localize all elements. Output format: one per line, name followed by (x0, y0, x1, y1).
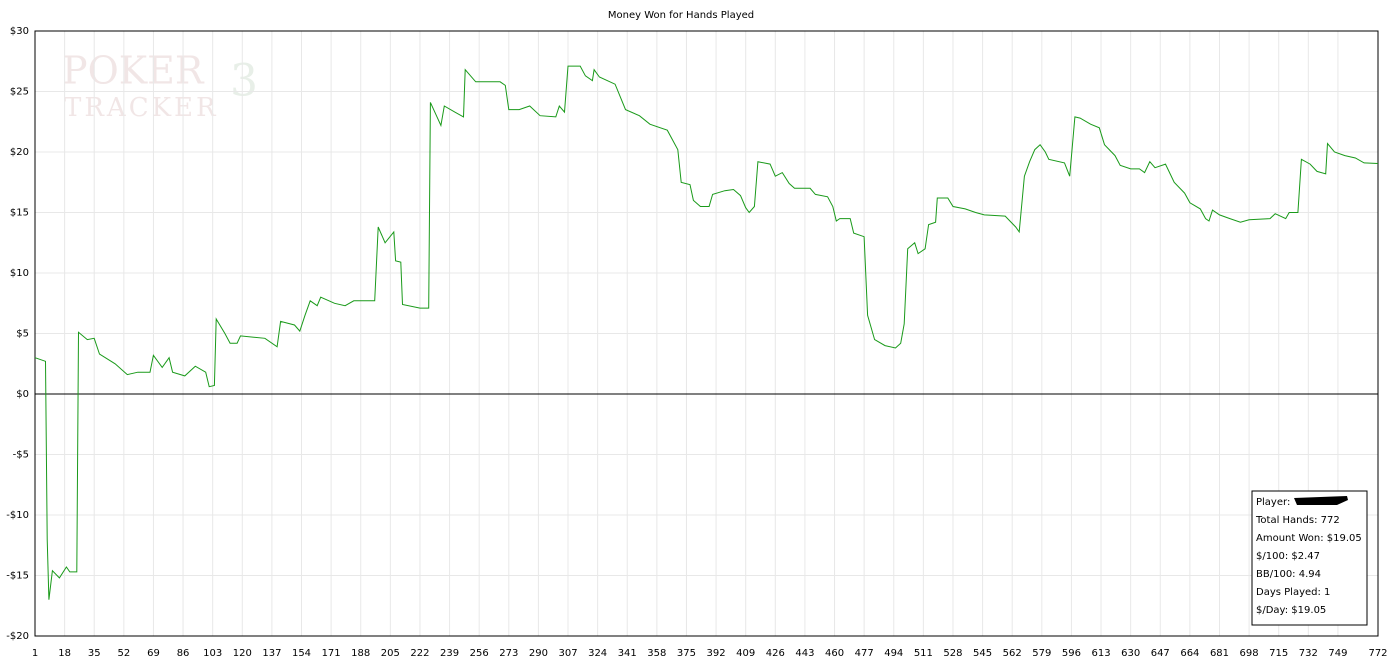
x-tick-label: 681 (1210, 648, 1229, 659)
x-tick-label: 358 (647, 648, 666, 659)
x-tick-label: 273 (499, 648, 518, 659)
x-tick-label: 222 (410, 648, 429, 659)
x-tick-label: 103 (203, 648, 222, 659)
x-tick-label: 545 (973, 648, 992, 659)
x-tick-label: 171 (322, 648, 341, 659)
y-tick-label: -$20 (6, 631, 29, 642)
x-tick-label: 443 (795, 648, 814, 659)
x-tick-label: 772 (1368, 648, 1387, 659)
x-tick-label: 137 (262, 648, 281, 659)
x-tick-label: 528 (943, 648, 962, 659)
x-tick-label: 426 (766, 648, 785, 659)
x-tick-label: 494 (884, 648, 903, 659)
x-tick-label: 35 (88, 648, 101, 659)
watermark-text: 3 (230, 56, 258, 107)
y-tick-label: -$5 (13, 450, 29, 461)
x-tick-label: 86 (177, 648, 190, 659)
y-tick-label: -$10 (6, 510, 29, 521)
stats-line: Days Played: 1 (1256, 587, 1330, 598)
x-tick-label: 188 (351, 648, 370, 659)
watermark-text: POKER (62, 49, 205, 93)
x-tick-label: 1 (32, 648, 38, 659)
data-line (34, 65, 1379, 600)
y-tick-label: $15 (10, 208, 29, 219)
x-tick-label: 409 (736, 648, 755, 659)
stats-line: $/100: $2.47 (1256, 551, 1320, 562)
x-tick-label: 732 (1299, 648, 1318, 659)
x-tick-label: 460 (825, 648, 844, 659)
stats-line: $/Day: $19.05 (1256, 605, 1326, 616)
x-tick-label: 375 (677, 648, 696, 659)
x-tick-label: 69 (147, 648, 160, 659)
watermark-text: TRACKER (64, 93, 219, 123)
stats-label: Player: (1256, 497, 1290, 508)
x-tick-label: 630 (1121, 648, 1140, 659)
x-tick-label: 307 (558, 648, 577, 659)
x-tick-label: 715 (1269, 648, 1288, 659)
x-tick-label: 52 (117, 648, 130, 659)
y-tick-label: $25 (10, 87, 29, 98)
x-tick-label: 341 (618, 648, 637, 659)
x-tick-label: 154 (292, 648, 311, 659)
watermark: POKER TRACKER 3 (62, 49, 258, 124)
y-tick-label: $5 (16, 329, 29, 340)
stats-box: Player: Total Hands: 772 Amount Won: $19.0… (1251, 490, 1368, 626)
stats-line: Amount Won: $19.05 (1256, 533, 1362, 544)
x-tick-label: 613 (1091, 648, 1110, 659)
x-tick-label: 239 (440, 648, 459, 659)
stats-line: BB/100: 4.94 (1256, 569, 1321, 580)
x-tick-label: 290 (529, 648, 548, 659)
x-tick-label: 596 (1062, 648, 1081, 659)
y-tick-label: $10 (10, 268, 29, 279)
redaction (1294, 496, 1348, 505)
x-tick-label: 664 (1180, 648, 1199, 659)
stats-frame (1251, 490, 1368, 626)
x-tick-label: 392 (707, 648, 726, 659)
x-tick-label: 698 (1240, 648, 1259, 659)
x-tick-label: 647 (1151, 648, 1170, 659)
x-tick-label: 324 (588, 648, 607, 659)
x-tick-label: 749 (1328, 648, 1347, 659)
x-tick-label: 205 (381, 648, 400, 659)
plot-frame (34, 30, 1379, 637)
y-tick-label: -$15 (6, 571, 29, 582)
chart-title: Money Won for Hands Played (608, 10, 754, 21)
x-tick-label: 256 (470, 648, 489, 659)
x-tick-label: 477 (855, 648, 874, 659)
x-tick-label: 18 (58, 648, 71, 659)
y-tick-label: $30 (10, 26, 29, 37)
stats-line: Total Hands: 772 (1255, 515, 1340, 526)
y-tick-label: $0 (16, 389, 29, 400)
x-tick-label: 562 (1003, 648, 1022, 659)
x-tick-label: 579 (1032, 648, 1051, 659)
x-tick-label: 120 (233, 648, 252, 659)
x-tick-label: 511 (914, 648, 933, 659)
y-tick-label: $20 (10, 147, 29, 158)
